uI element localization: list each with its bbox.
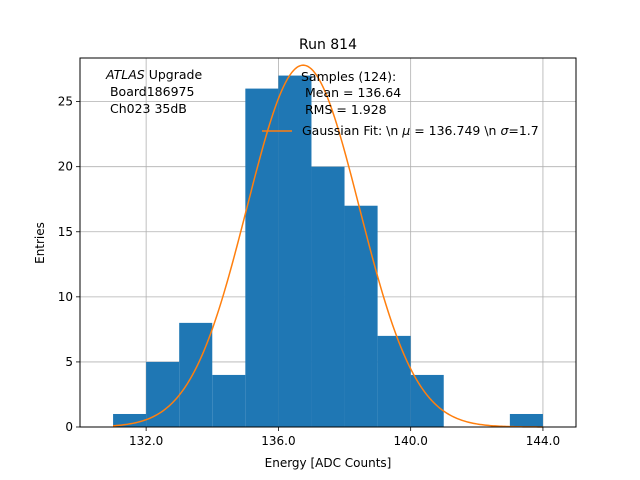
atlas-board-line: Board186975 (106, 84, 194, 99)
histogram-bar (509, 413, 543, 427)
histogram-bar (410, 374, 444, 427)
atlas-label: ATLAS Upgrade (105, 67, 202, 82)
legend-fit-label: Gaussian Fit: \n μ = 136.749 \n σ=1.7 (302, 123, 539, 138)
x-tick-label: 140.0 (393, 434, 427, 448)
histogram-bar (377, 335, 411, 427)
histogram-bar (245, 88, 279, 427)
legend-fit-prefix: Gaussian Fit: \n (302, 123, 402, 138)
gaussian-fit-curve (113, 64, 543, 428)
histogram-bar (278, 75, 312, 428)
plot-frame (79, 57, 577, 428)
stats-samples: Samples (124): (301, 69, 396, 84)
legend-fit-suffix: =1.7 (508, 123, 538, 138)
y-tick-label: 20 (58, 160, 73, 174)
histogram-bar (212, 374, 246, 427)
x-tick-label: 136.0 (261, 434, 295, 448)
histogram-bars (113, 75, 543, 428)
y-axis-label: Entries (33, 222, 47, 264)
x-tick-label: 132.0 (129, 434, 163, 448)
y-tick-label: 15 (58, 225, 73, 239)
legend-fit-mu: μ (401, 123, 410, 138)
atlas-upgrade: Upgrade (145, 67, 203, 82)
stats-mean: Mean = 136.64 (305, 85, 401, 100)
atlas-channel-line: Ch023 35dB (106, 101, 187, 116)
y-tick-label: 10 (58, 290, 73, 304)
y-tick-label: 25 (58, 95, 73, 109)
x-axis-label: Energy [ADC Counts] (265, 456, 392, 470)
y-axis-ticks: 0 5 10 15 20 25 (58, 95, 80, 434)
histogram-bar (311, 166, 345, 427)
histogram-bar (344, 205, 378, 427)
stats-rms: RMS = 1.928 (305, 102, 387, 117)
y-tick-label: 0 (65, 420, 73, 434)
legend-fit-sigma: σ (500, 123, 509, 138)
histogram-bar (146, 361, 180, 427)
histogram-bar (179, 322, 213, 427)
x-tick-label: 144.0 (526, 434, 560, 448)
chart-title: Run 814 (299, 37, 357, 53)
x-axis-ticks: 132.0 136.0 140.0 144.0 (129, 427, 560, 448)
legend-fit-middle: = 136.749 \n (410, 123, 500, 138)
atlas-italic: ATLAS (105, 67, 145, 82)
histogram-bar (113, 413, 147, 427)
y-tick-label: 5 (65, 355, 73, 369)
